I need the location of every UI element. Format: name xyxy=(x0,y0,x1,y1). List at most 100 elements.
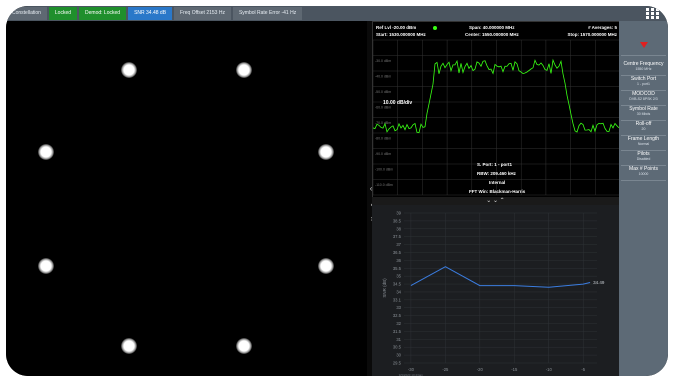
constellation-point xyxy=(236,62,252,78)
port-label: S. Port: 1 - port1 xyxy=(477,162,513,167)
marker-row xyxy=(621,39,666,56)
collapse-left-icon[interactable]: « xyxy=(367,184,377,193)
settings-panel: Centre Frequency 1550 MHz Switch Port 1 - p… xyxy=(619,21,668,376)
spectrum-tick-label: -50.0 dBm xyxy=(375,90,391,94)
mode-label: Internal xyxy=(489,180,506,185)
snr-y-label: SNR (dB) xyxy=(382,278,387,298)
snr-x-tick: -30 xyxy=(408,367,415,372)
spectrum-analyzer: -30.0 dBm -40.0 dBm -50.0 dBm -60.0 dBm -70.… xyxy=(372,21,621,199)
constellation-point xyxy=(236,338,252,354)
setting-title: Centre Frequency xyxy=(623,61,664,67)
center-freq: Center: 1550.000000 MHz xyxy=(465,32,519,37)
setting-title: MODCOD xyxy=(632,91,655,97)
constellation-point xyxy=(38,258,54,274)
constellation-point xyxy=(121,338,137,354)
span: Span: 40.000000 MHz xyxy=(469,25,515,30)
chevron-left-icon[interactable]: ‹ xyxy=(367,200,377,209)
snr-y-tick: 38.5 xyxy=(393,218,402,223)
spectrum-tick-label: -30.0 dBm xyxy=(375,59,391,63)
snr-y-tick: 37 xyxy=(396,242,401,247)
snr-y-tick: 34.5 xyxy=(393,282,402,287)
setting-value: 1550 MHz xyxy=(635,67,652,71)
chart-nav-chevrons[interactable]: ⌄ ⌄ ⌃ xyxy=(372,197,619,205)
status-item: Freq Offset 2153 Hz xyxy=(174,7,231,20)
spectrum-trace xyxy=(373,58,620,134)
chevron-right-icon[interactable]: › xyxy=(367,214,377,223)
setting-title: Switch Port xyxy=(630,76,657,82)
snr-y-tick: 34 xyxy=(396,289,401,294)
constellation-point xyxy=(121,62,137,78)
snr-chart: 39 38.5 38 37.5 37 36.5 36 35.5 35 34.5 34 33.1 33 32… xyxy=(372,205,619,376)
status-item: Symbol Rate Error -41 Hz xyxy=(232,7,303,20)
constellation-point xyxy=(318,144,334,160)
status-bar: Constellation Locked Demod: Locked SNR 34.4… xyxy=(6,6,668,21)
snr-y-tick: 36.5 xyxy=(393,250,402,255)
snr-y-tick: 35.5 xyxy=(393,266,402,271)
constellation-point xyxy=(38,144,54,160)
snr-x-tick: -15 xyxy=(511,367,518,372)
setting-value: Normal xyxy=(637,142,650,146)
spectrum-tick-label: -80.0 dBm xyxy=(375,137,391,141)
spectrum-tick-label: -100.0 dBm xyxy=(375,168,393,172)
snr-last-value: 34.49 xyxy=(593,280,605,285)
snr-y-tick: 33 xyxy=(396,305,401,310)
ref-level: Ref Lvl -20.00 dBm xyxy=(376,25,417,30)
setting-title: Symbol Rate xyxy=(629,106,658,112)
stop-freq: Stop: 1570.000000 MHz xyxy=(567,32,617,37)
spectrum-trace-svg: -30.0 dBm -40.0 dBm -50.0 dBm -60.0 dBm -70.… xyxy=(373,26,620,196)
setting-item[interactable]: MODCOD DVB-S2 8PSK 2/3 xyxy=(621,91,666,106)
setting-item[interactable]: Centre Frequency 1550 MHz xyxy=(621,61,666,76)
snr-y-tick: 30.5 xyxy=(393,345,402,350)
setting-value: 20 xyxy=(641,127,646,131)
snr-chart-svg: 39 38.5 38 37.5 37 36.5 36 35.5 35 34.5 34 33.1 33 32… xyxy=(382,211,605,377)
setting-title: Roll-off xyxy=(635,121,652,127)
snr-y-tick: 36 xyxy=(396,258,401,263)
snr-y-tick: 32 xyxy=(396,321,401,326)
spectrum-tick-label: -110.0 dBm xyxy=(375,183,393,187)
menu-grid-icon[interactable] xyxy=(646,8,662,20)
snr-y-tick: 35 xyxy=(396,274,401,279)
scale-label: 10.00 dB/div xyxy=(383,100,413,106)
status-item: Locked xyxy=(48,7,78,20)
snr-y-tick: 39 xyxy=(396,211,401,216)
setting-title: Frame Length xyxy=(627,136,660,142)
setting-item[interactable]: Roll-off 20 xyxy=(621,121,666,136)
status-dot-icon xyxy=(433,26,437,30)
setting-title: Pilots xyxy=(637,151,650,157)
snr-x-tick: -20 xyxy=(477,367,484,372)
setting-value: 1 - port1 xyxy=(636,82,651,86)
setting-item[interactable]: Switch Port 1 - port1 xyxy=(621,76,666,91)
snr-series-line xyxy=(410,266,591,288)
snr-y-tick: 29.5 xyxy=(393,361,402,366)
spectrum-tick-label: -60.0 dBm xyxy=(375,106,391,110)
snr-x-sublabel: 9/3/2020 10:23am xyxy=(399,373,424,376)
setting-item[interactable]: Pilots Disabled xyxy=(621,151,666,166)
spectrum-tick-label: -90.0 dBm xyxy=(375,152,391,156)
status-item: SNR 34.48 dB xyxy=(128,7,173,20)
constellation-point xyxy=(318,258,334,274)
snr-x-tick: -10 xyxy=(546,367,553,372)
status-item: Demod: Locked xyxy=(79,7,127,20)
setting-value: DVB-S2 8PSK 2/3 xyxy=(629,97,658,101)
constellation-plot xyxy=(6,21,367,376)
spectrum-tick-label: -40.0 dBm xyxy=(375,75,391,79)
setting-item[interactable]: Frame Length Normal xyxy=(621,136,666,151)
start-freq: Start: 1530.000000 MHz xyxy=(376,32,426,37)
snr-x-tick: -25 xyxy=(442,367,449,372)
snr-y-tick: 31 xyxy=(396,337,401,342)
spectrum-tick-label: -70.0 dBm xyxy=(375,121,391,125)
setting-value: 30 Mbds xyxy=(636,112,651,116)
snr-y-tick: 38 xyxy=(396,226,401,231)
setting-item[interactable]: Symbol Rate 30 Mbds xyxy=(621,106,666,121)
marker-triangle-icon[interactable] xyxy=(639,42,648,48)
snr-y-tick: 31.5 xyxy=(393,329,402,334)
snr-x-tick: -5 xyxy=(581,367,585,372)
status-item: Constellation xyxy=(6,7,47,20)
screen: Constellation Locked Demod: Locked SNR 34.4… xyxy=(6,6,668,376)
setting-item[interactable]: Max # Points 10000 xyxy=(621,166,666,181)
setting-value: Disabled xyxy=(636,157,651,161)
snr-y-tick: 30 xyxy=(396,353,401,358)
averages: # Averages: 5 xyxy=(588,25,617,30)
setting-value: 10000 xyxy=(638,172,649,176)
